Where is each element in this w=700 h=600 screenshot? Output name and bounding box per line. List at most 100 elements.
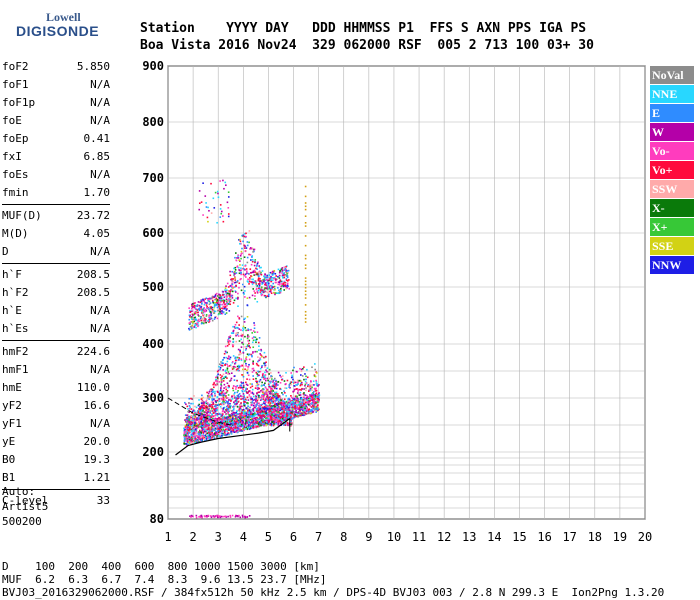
echo-point	[254, 423, 257, 426]
x-tick-label: 7	[315, 530, 322, 544]
echo-point	[247, 354, 250, 357]
echo-point	[235, 388, 237, 390]
echo-point	[186, 437, 189, 440]
echo-point	[243, 390, 246, 392]
echo-point	[269, 271, 272, 274]
echo-point	[261, 364, 263, 367]
echo-point	[257, 409, 260, 411]
echo-point	[304, 412, 307, 415]
echo-point	[290, 396, 293, 399]
echo-point	[255, 421, 257, 424]
echo-point	[210, 431, 212, 433]
echo-point	[285, 270, 288, 272]
echo-point	[206, 425, 209, 428]
echo-point	[184, 432, 187, 435]
echo-point	[238, 416, 240, 418]
echo-point	[314, 393, 317, 396]
echo-point	[270, 422, 272, 425]
echo-point	[208, 411, 211, 414]
param-key: fxI	[2, 150, 22, 163]
echo-point	[269, 278, 271, 280]
echo-point	[267, 279, 270, 282]
echo-point	[233, 267, 235, 270]
echo-point	[293, 399, 296, 402]
echo-point	[282, 412, 285, 415]
echo-point	[195, 429, 197, 432]
echo-point	[288, 409, 291, 412]
echo-point	[270, 424, 273, 427]
echo-point	[202, 418, 205, 421]
echo-point	[253, 269, 256, 272]
echo-point	[225, 296, 228, 298]
echo-point	[241, 409, 244, 411]
echo-point	[301, 375, 304, 377]
echo-point	[255, 418, 258, 420]
echo-point	[188, 411, 190, 414]
echo-point	[211, 319, 214, 322]
echo-point	[188, 440, 191, 443]
echo-point	[257, 341, 260, 344]
echo-point	[250, 263, 253, 266]
echo-point	[241, 423, 244, 426]
echo-point	[245, 419, 247, 421]
param-separator	[2, 340, 110, 341]
echo-point	[211, 394, 214, 397]
echo-point	[213, 305, 216, 308]
echo-point	[310, 385, 313, 388]
param-row: yF1 N/A	[2, 415, 110, 433]
echo-point	[274, 414, 277, 416]
echo-point	[279, 418, 282, 421]
echo-point	[270, 376, 272, 378]
echo-point	[310, 412, 313, 415]
echo-point	[253, 327, 256, 330]
echo-point	[232, 340, 235, 343]
echo-point	[242, 374, 244, 376]
echo-point	[298, 394, 301, 397]
echo-point	[226, 389, 229, 392]
param-separator	[2, 204, 110, 205]
echo-point	[227, 365, 229, 368]
echo-point	[248, 410, 250, 413]
echo-point	[186, 405, 189, 408]
echo-point	[260, 266, 262, 269]
echo-point	[269, 411, 272, 413]
echo-point	[255, 418, 258, 421]
echo-point	[286, 406, 289, 409]
echo-point	[237, 266, 240, 269]
echo-point	[289, 400, 291, 402]
echo-point	[296, 384, 298, 386]
echo-point	[218, 433, 221, 436]
echo-point	[235, 359, 238, 362]
echo-point	[237, 409, 240, 411]
echo-point	[186, 441, 189, 444]
echo-point	[238, 239, 240, 241]
echo-point	[234, 252, 237, 254]
echo-point	[244, 428, 247, 430]
echo-point	[228, 414, 230, 416]
param-separator	[2, 263, 110, 264]
echo-point	[273, 404, 275, 407]
echo-point	[267, 398, 269, 400]
echo-point	[207, 408, 209, 411]
echo-point	[243, 318, 246, 321]
echo-point	[198, 435, 201, 437]
echo-point	[226, 432, 229, 435]
echo-point	[264, 362, 266, 364]
echo-point	[251, 367, 254, 370]
echo-point	[220, 412, 222, 415]
echo-point	[236, 395, 239, 397]
echo-point	[222, 409, 224, 412]
echo-point	[246, 396, 249, 399]
echo-point	[233, 405, 235, 408]
echo-point	[260, 279, 263, 282]
echo-point	[292, 407, 295, 409]
echo-point	[221, 391, 224, 394]
echo-point	[188, 427, 191, 429]
echo-point	[218, 304, 221, 306]
echo-point	[232, 355, 235, 357]
echo-point	[300, 414, 303, 417]
echo-point	[187, 421, 190, 424]
echo-point	[274, 386, 276, 388]
echo-point	[268, 407, 271, 410]
echo-point	[218, 381, 221, 383]
